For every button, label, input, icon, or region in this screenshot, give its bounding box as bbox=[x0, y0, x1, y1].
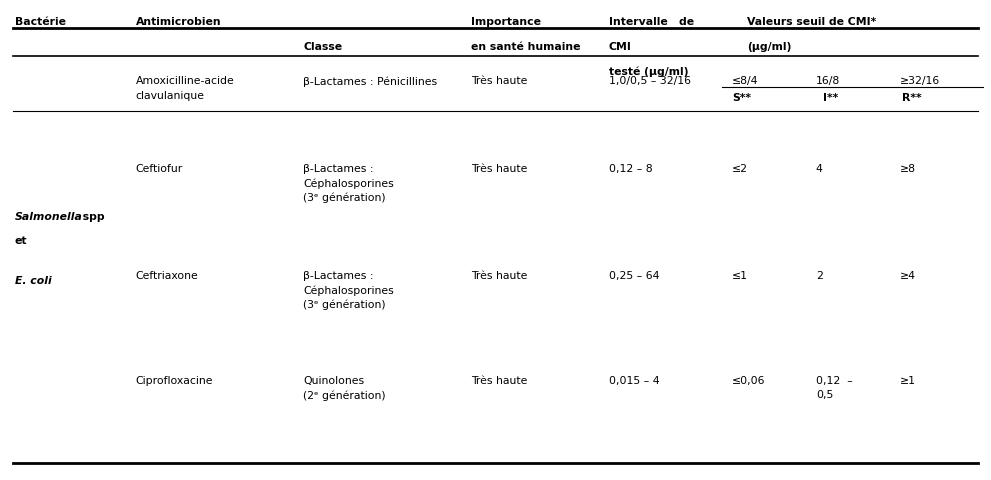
Text: 4: 4 bbox=[816, 164, 823, 174]
Text: Importance: Importance bbox=[471, 17, 541, 27]
Text: β-Lactames :: β-Lactames : bbox=[303, 164, 374, 174]
Text: 0,12 – 8: 0,12 – 8 bbox=[608, 164, 652, 174]
Text: Céphalosporines: Céphalosporines bbox=[303, 285, 394, 296]
Text: (2ᵉ génération): (2ᵉ génération) bbox=[303, 389, 385, 400]
Text: ≤0,06: ≤0,06 bbox=[732, 375, 765, 385]
Text: 0,12  –: 0,12 – bbox=[816, 375, 852, 385]
Text: Très haute: Très haute bbox=[471, 271, 527, 281]
Text: CMI: CMI bbox=[608, 42, 631, 52]
Text: testé (µg/ml): testé (µg/ml) bbox=[608, 67, 689, 77]
Text: 0,5: 0,5 bbox=[816, 389, 833, 399]
Text: ≥1: ≥1 bbox=[900, 375, 916, 385]
Text: 0,25 – 64: 0,25 – 64 bbox=[608, 271, 659, 281]
Text: Très haute: Très haute bbox=[471, 375, 527, 385]
Text: Très haute: Très haute bbox=[471, 76, 527, 86]
Text: en santé humaine: en santé humaine bbox=[471, 42, 581, 52]
Text: Intervalle   de: Intervalle de bbox=[608, 17, 694, 27]
Text: S**: S** bbox=[732, 93, 751, 103]
Text: Ceftriaxone: Ceftriaxone bbox=[136, 271, 198, 281]
Text: Amoxicilline-acide: Amoxicilline-acide bbox=[136, 76, 235, 86]
Text: ≤8/4: ≤8/4 bbox=[732, 76, 758, 86]
Text: clavulanique: clavulanique bbox=[136, 91, 205, 100]
Text: Classe: Classe bbox=[303, 42, 343, 52]
Text: spp: spp bbox=[78, 212, 104, 221]
Text: Ciprofloxacine: Ciprofloxacine bbox=[136, 375, 213, 385]
Text: β-Lactames :: β-Lactames : bbox=[303, 271, 374, 281]
Text: (3ᵉ génération): (3ᵉ génération) bbox=[303, 300, 385, 310]
Text: R**: R** bbox=[902, 93, 921, 103]
Text: et: et bbox=[15, 235, 27, 245]
Text: Valeurs seuil de CMI*: Valeurs seuil de CMI* bbox=[747, 17, 876, 27]
Text: (µg/ml): (µg/ml) bbox=[747, 42, 791, 52]
Text: ≤2: ≤2 bbox=[732, 164, 748, 174]
Text: 16/8: 16/8 bbox=[816, 76, 840, 86]
Text: Salmonella: Salmonella bbox=[15, 212, 82, 221]
Text: Antimicrobien: Antimicrobien bbox=[136, 17, 221, 27]
Text: Bactérie: Bactérie bbox=[15, 17, 65, 27]
Text: Céphalosporines: Céphalosporines bbox=[303, 179, 394, 189]
Text: I**: I** bbox=[823, 93, 838, 103]
Text: ≥4: ≥4 bbox=[900, 271, 916, 281]
Text: ≥32/16: ≥32/16 bbox=[900, 76, 939, 86]
Text: Très haute: Très haute bbox=[471, 164, 527, 174]
Text: 1,0/0,5 – 32/16: 1,0/0,5 – 32/16 bbox=[608, 76, 691, 86]
Text: Ceftiofur: Ceftiofur bbox=[136, 164, 183, 174]
Text: E. coli: E. coli bbox=[15, 276, 52, 286]
Text: 0,015 – 4: 0,015 – 4 bbox=[608, 375, 659, 385]
Text: (3ᵉ génération): (3ᵉ génération) bbox=[303, 192, 385, 203]
Text: β-Lactames : Pénicillines: β-Lactames : Pénicillines bbox=[303, 76, 437, 87]
Text: 2: 2 bbox=[816, 271, 823, 281]
Text: Quinolones: Quinolones bbox=[303, 375, 365, 385]
Text: ≥8: ≥8 bbox=[900, 164, 916, 174]
Text: ≤1: ≤1 bbox=[732, 271, 748, 281]
